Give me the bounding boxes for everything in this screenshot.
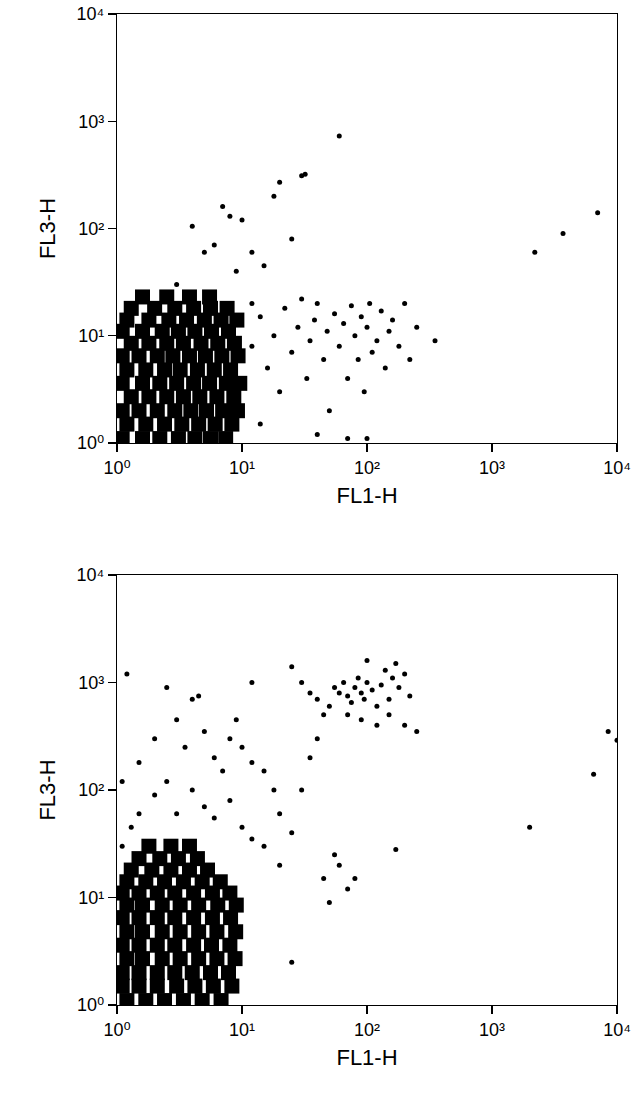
svg-text:10³: 10³ [479,458,505,478]
svg-text:10⁴: 10⁴ [76,4,104,24]
svg-text:10⁴: 10⁴ [603,1020,631,1040]
svg-text:10²: 10² [78,219,104,239]
svg-text:10¹: 10¹ [229,1020,255,1040]
svg-text:10⁴: 10⁴ [76,565,104,585]
svg-text:10⁰: 10⁰ [77,995,104,1015]
svg-text:10¹: 10¹ [229,458,255,478]
svg-text:10²: 10² [354,1020,380,1040]
svg-text:FL3-H: FL3-H [35,759,60,820]
svg-text:10³: 10³ [78,673,104,693]
svg-text:10³: 10³ [479,1020,505,1040]
svg-text:10⁰: 10⁰ [103,1020,130,1040]
svg-text:FL1-H: FL1-H [336,1045,397,1070]
svg-text:10³: 10³ [78,112,104,132]
svg-text:10⁴: 10⁴ [603,458,631,478]
svg-text:10⁰: 10⁰ [103,458,130,478]
svg-text:10⁰: 10⁰ [77,433,104,453]
svg-text:10¹: 10¹ [78,326,104,346]
svg-text:10¹: 10¹ [78,888,104,908]
svg-text:FL1-H: FL1-H [336,483,397,508]
svg-text:10²: 10² [78,780,104,800]
svg-text:FL3-H: FL3-H [35,198,60,259]
svg-text:10²: 10² [354,458,380,478]
